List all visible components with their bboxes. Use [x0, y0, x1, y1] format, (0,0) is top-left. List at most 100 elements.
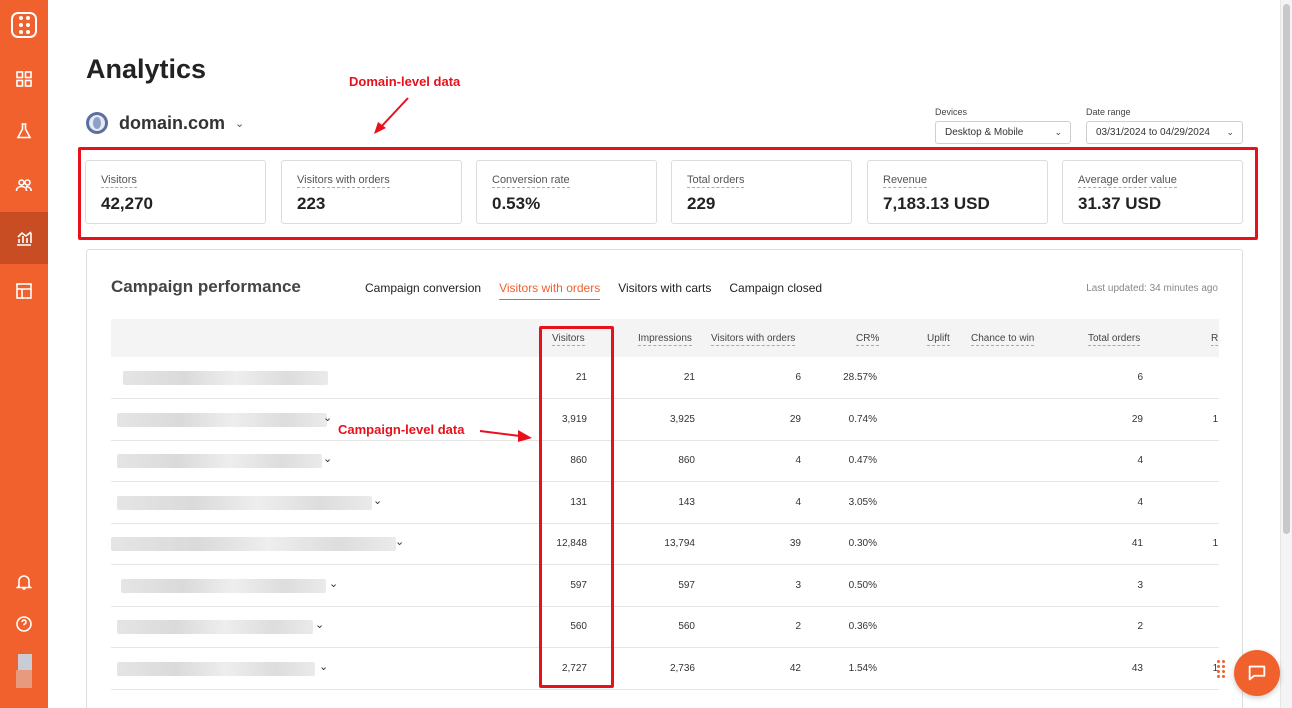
redacted-campaign-name [121, 578, 326, 593]
flask-icon[interactable] [0, 111, 48, 151]
sidebar [0, 0, 48, 708]
bell-icon[interactable] [0, 562, 48, 602]
chat-handle-icon[interactable] [1217, 660, 1225, 678]
domain-level-annotation: Domain-level data [349, 74, 461, 89]
panel-title: Campaign performance [111, 277, 301, 296]
expand-chevron-icon[interactable]: ⌄ [329, 577, 339, 590]
campaign-performance-panel: Campaign performance Campaign conversion… [86, 249, 1243, 708]
col-cr[interactable]: CR% [856, 333, 880, 346]
kpi-card-average-order-value: Average order value 31.37 USD [1062, 160, 1243, 224]
cell-revenue: 1,406.6 [1212, 662, 1219, 674]
domain-name: domain.com [119, 112, 226, 133]
chat-button[interactable] [1234, 650, 1280, 696]
redacted-campaign-name [117, 454, 322, 468]
tab-visitors-with-carts[interactable]: Visitors with carts [618, 281, 712, 295]
expand-chevron-icon[interactable]: ⌄ [395, 536, 405, 548]
table-row[interactable]: ⌄ 2,727 2,736 42 1.54% 43 1,406.6 [111, 648, 1219, 690]
col-visitors-with-orders[interactable]: Visitors with orders [711, 333, 796, 346]
tab-campaign-closed[interactable]: Campaign closed [729, 281, 823, 295]
tab-campaign-conversion[interactable]: Campaign conversion [365, 281, 482, 295]
expand-chevron-icon[interactable]: ⌄ [373, 494, 383, 507]
annotation-arrow-icon [479, 430, 532, 442]
cell-total-orders: 43 [1131, 662, 1143, 674]
cell-total-orders: 3 [1137, 579, 1143, 591]
help-icon[interactable] [0, 604, 48, 644]
tab-bar: Campaign conversion Visitors with orders… [365, 281, 840, 300]
kpi-value: 229 [687, 194, 716, 213]
avatar[interactable] [12, 654, 36, 688]
col-total-orders[interactable]: Total orders [1088, 333, 1141, 346]
date-range-value: 03/31/2024 to 04/29/2024 [1096, 127, 1210, 138]
cell-cr: 0.50% [848, 579, 877, 591]
kpi-label[interactable]: Visitors with orders [297, 174, 390, 188]
layout-icon[interactable] [0, 271, 48, 311]
kpi-value: 223 [297, 194, 326, 213]
cell-visitors: 560 [570, 621, 587, 632]
last-updated: Last updated: 34 minutes ago [1086, 283, 1218, 294]
cell-impressions: 143 [678, 496, 695, 508]
expand-chevron-icon[interactable]: ⌄ [323, 453, 333, 465]
devices-value: Desktop & Mobile [945, 127, 1024, 138]
kpi-value: 31.37 USD [1078, 194, 1162, 213]
globe-icon [86, 112, 108, 134]
main-content: Analytics domain.com ⌄ Devices Desktop &… [48, 0, 1280, 708]
cell-total-orders: 2 [1137, 621, 1143, 632]
cell-visitors: 2,727 [561, 662, 587, 674]
col-visitors[interactable]: Visitors [552, 333, 585, 346]
cell-impressions: 2,736 [669, 662, 695, 674]
tab-visitors-with-orders[interactable]: Visitors with orders [499, 281, 601, 300]
kpi-value: 0.53% [492, 194, 541, 213]
cell-visitors: 12,848 [556, 538, 587, 549]
cell-cr: 28.57% [843, 372, 877, 383]
cell-total-orders: 4 [1137, 455, 1143, 466]
cell-revenue: 1,122.3 [1212, 413, 1219, 425]
cell-impressions: 860 [678, 455, 695, 466]
users-icon[interactable] [0, 165, 48, 205]
kpi-label[interactable]: Conversion rate [492, 174, 570, 188]
campaign-level-annotation: Campaign-level data [338, 422, 465, 437]
devices-select[interactable]: Desktop & Mobile ⌄ [935, 121, 1071, 144]
redacted-campaign-name [123, 371, 328, 385]
col-impressions[interactable]: Impressions [638, 333, 692, 346]
col-chance-to-win[interactable]: Chance to win [971, 333, 1035, 346]
col-revenue[interactable]: R [1211, 333, 1219, 346]
scrollbar[interactable] [1280, 0, 1292, 708]
col-uplift[interactable]: Uplift [927, 333, 950, 346]
date-range-label: Date range [1086, 107, 1131, 117]
annotation-arrow-icon [374, 97, 409, 134]
cell-impressions: 560 [678, 621, 695, 632]
chevron-down-icon: ⌄ [1054, 127, 1062, 137]
app-logo-icon[interactable] [11, 12, 37, 38]
cell-total-orders: 41 [1131, 538, 1143, 549]
expand-chevron-icon[interactable]: ⌄ [323, 411, 333, 424]
date-range-select[interactable]: 03/31/2024 to 04/29/2024 ⌄ [1086, 121, 1243, 144]
cell-cr: 3.05% [848, 496, 877, 508]
analytics-icon[interactable] [0, 212, 48, 264]
chevron-down-icon: ⌄ [235, 117, 245, 130]
domain-selector[interactable]: domain.com ⌄ [86, 112, 244, 134]
devices-label: Devices [935, 107, 968, 117]
table-row[interactable]: ⌄ 12,848 13,794 39 0.30% 41 1,295.4 [111, 523, 1219, 565]
expand-chevron-icon[interactable]: ⌄ [315, 619, 325, 631]
kpi-label[interactable]: Visitors [101, 174, 137, 188]
kpi-card-conversion-rate: Conversion rate 0.53% [476, 160, 657, 224]
redacted-campaign-name [117, 412, 327, 427]
cell-cr: 0.36% [848, 621, 877, 632]
dashboard-icon[interactable] [0, 59, 48, 99]
cell-total-orders: 4 [1137, 496, 1143, 508]
expand-chevron-icon[interactable]: ⌄ [319, 660, 329, 673]
cell-visitors: 3,919 [561, 413, 587, 425]
kpi-card-revenue: Revenue 7,183.13 USD [867, 160, 1048, 224]
table-row[interactable]: ⌄ 3,919 3,925 29 0.74% 29 1,122.3 [111, 399, 1219, 441]
kpi-label[interactable]: Average order value [1078, 174, 1177, 188]
kpi-label[interactable]: Revenue [883, 174, 928, 188]
redacted-campaign-name [117, 620, 313, 634]
kpi-value: 7,183.13 USD [883, 194, 990, 213]
kpi-label[interactable]: Total orders [687, 174, 745, 188]
cell-cr: 0.74% [848, 413, 877, 425]
